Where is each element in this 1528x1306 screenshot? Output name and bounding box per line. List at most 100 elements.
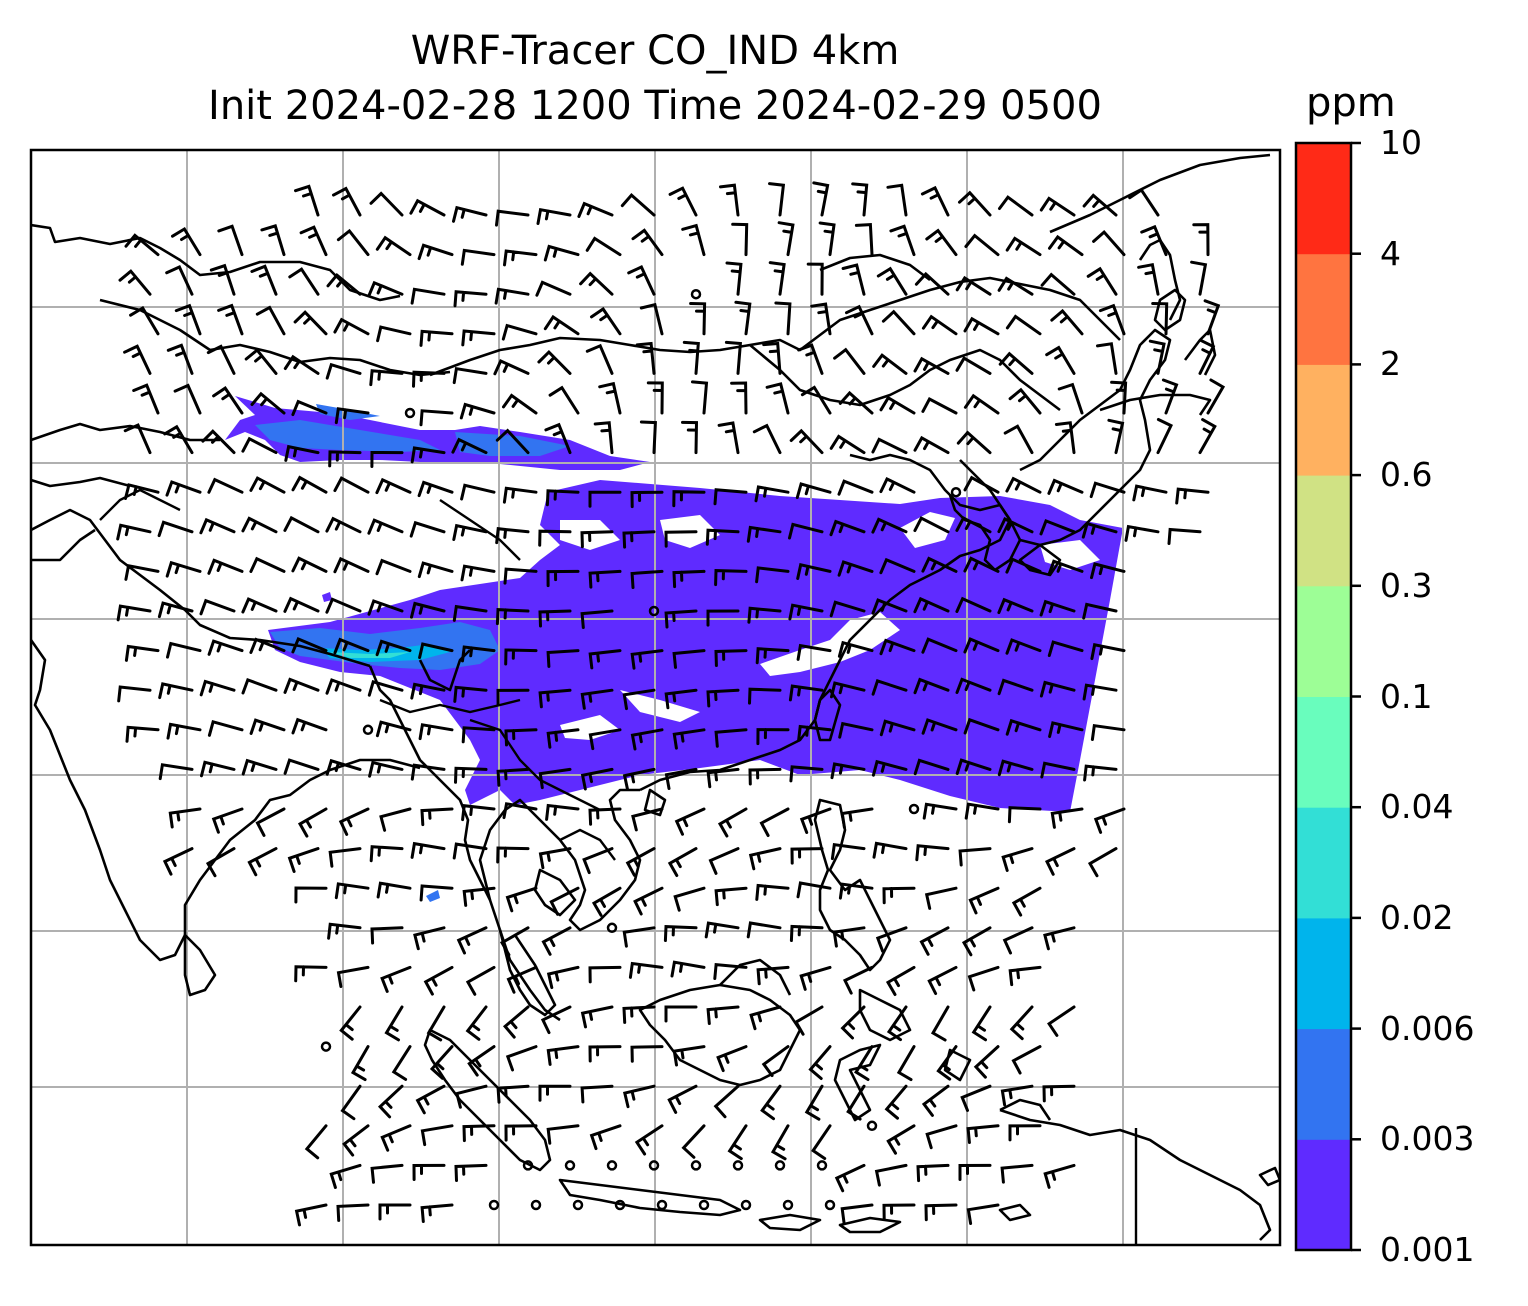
wind-barb — [622, 926, 656, 948]
wind-barb — [799, 965, 832, 991]
wind-barb — [350, 1045, 370, 1082]
wind-barb — [885, 965, 916, 996]
wind-barb — [713, 962, 748, 980]
wind-barb — [1175, 487, 1210, 505]
wind-calm-marker — [698, 1199, 710, 1211]
wind-barb — [1043, 926, 1076, 951]
wind-calm-marker — [656, 1199, 668, 1211]
wind-barb — [1050, 807, 1084, 829]
wind-barb — [730, 381, 748, 415]
wind-barb — [829, 434, 866, 455]
wind-barb — [760, 1084, 782, 1121]
wind-barb — [369, 369, 404, 387]
wind-barb — [367, 599, 404, 616]
colorbar-segment — [1296, 253, 1351, 365]
wind-barb — [1156, 418, 1174, 455]
wind-barb — [417, 480, 454, 498]
wind-calm-marker — [572, 1199, 584, 1211]
wind-barb — [748, 767, 782, 786]
wind-barb — [1092, 229, 1126, 257]
wind-barb — [494, 287, 530, 305]
wind-barb — [426, 1005, 446, 1042]
wind-barb — [1039, 196, 1076, 217]
wind-barb — [538, 529, 572, 547]
wind-barb — [284, 444, 320, 462]
wind-barb — [672, 1045, 706, 1067]
wind-barb — [166, 722, 202, 740]
wind-barb — [336, 965, 370, 988]
wind-barb — [915, 844, 950, 862]
wind-barb — [502, 393, 538, 415]
wind-barb — [879, 476, 916, 494]
wind-barb — [748, 687, 782, 705]
wind-barb — [673, 886, 706, 912]
wind-barb — [283, 596, 320, 613]
wind-barb — [453, 685, 488, 703]
plot-frame — [29, 148, 1282, 1247]
wind-barb — [132, 383, 160, 415]
wind-barb — [872, 353, 908, 375]
wind-barb — [158, 763, 194, 781]
wind-barb — [580, 1005, 614, 1029]
wind-barb — [1098, 303, 1126, 336]
wind-barb — [777, 221, 795, 257]
wind-barb — [838, 721, 874, 739]
wind-barb — [588, 728, 622, 751]
wind-barb — [1005, 236, 1042, 257]
wind-barb — [333, 637, 370, 655]
wind-barb — [588, 965, 622, 984]
wind-barb — [755, 647, 790, 665]
wind-barb — [913, 596, 950, 614]
wind-barb — [249, 718, 286, 735]
wind-barb — [200, 760, 236, 778]
wind-barb — [299, 225, 328, 257]
wind-barb — [123, 423, 152, 455]
wind-barb — [461, 804, 496, 822]
wind-barb — [420, 1203, 454, 1223]
wind-barb — [157, 601, 194, 619]
wind-barbs — [116, 181, 1226, 1227]
wind-barb — [1000, 1163, 1034, 1184]
wind-barb — [664, 688, 698, 710]
wind-barb — [713, 488, 748, 506]
wind-barb — [1042, 1084, 1076, 1103]
wind-barb — [255, 807, 286, 837]
wind-barb — [708, 847, 740, 875]
wind-barb — [380, 965, 412, 993]
wind-barb — [682, 340, 700, 375]
wind-barb — [921, 718, 958, 735]
wind-barb — [546, 728, 580, 749]
colorbar-tick-label: 10 — [1380, 123, 1422, 162]
wind-barb — [797, 343, 824, 375]
wind-barb — [630, 649, 664, 670]
wind-barb — [1005, 476, 1042, 494]
wind-barb — [834, 1163, 866, 1193]
wind-barb — [879, 719, 916, 737]
wind-barb — [413, 926, 446, 951]
wind-barb — [973, 1045, 1000, 1079]
wind-barb — [283, 677, 320, 694]
wind-barb — [714, 569, 748, 587]
wind-barb — [260, 224, 286, 257]
wind-barb — [199, 517, 236, 535]
wind-barb — [956, 430, 992, 455]
wind-barb — [631, 807, 664, 832]
wind-barb — [668, 186, 698, 217]
wind-barb — [293, 310, 328, 336]
wind-barb — [545, 803, 580, 821]
wind-barb — [879, 395, 916, 415]
wind-barb — [368, 760, 404, 778]
wind-barb — [462, 1124, 496, 1143]
wind-barb — [410, 601, 446, 619]
wind-barb — [504, 1124, 538, 1142]
wind-barb — [997, 597, 1034, 615]
wind-barb — [1005, 557, 1042, 574]
wind-barb — [166, 343, 194, 375]
wind-barb — [716, 1045, 748, 1073]
wind-barb — [370, 450, 404, 468]
wind-barb — [804, 1084, 824, 1121]
wind-barb — [1203, 299, 1221, 336]
wind-barb — [294, 1203, 328, 1227]
wind-barb — [538, 767, 572, 790]
